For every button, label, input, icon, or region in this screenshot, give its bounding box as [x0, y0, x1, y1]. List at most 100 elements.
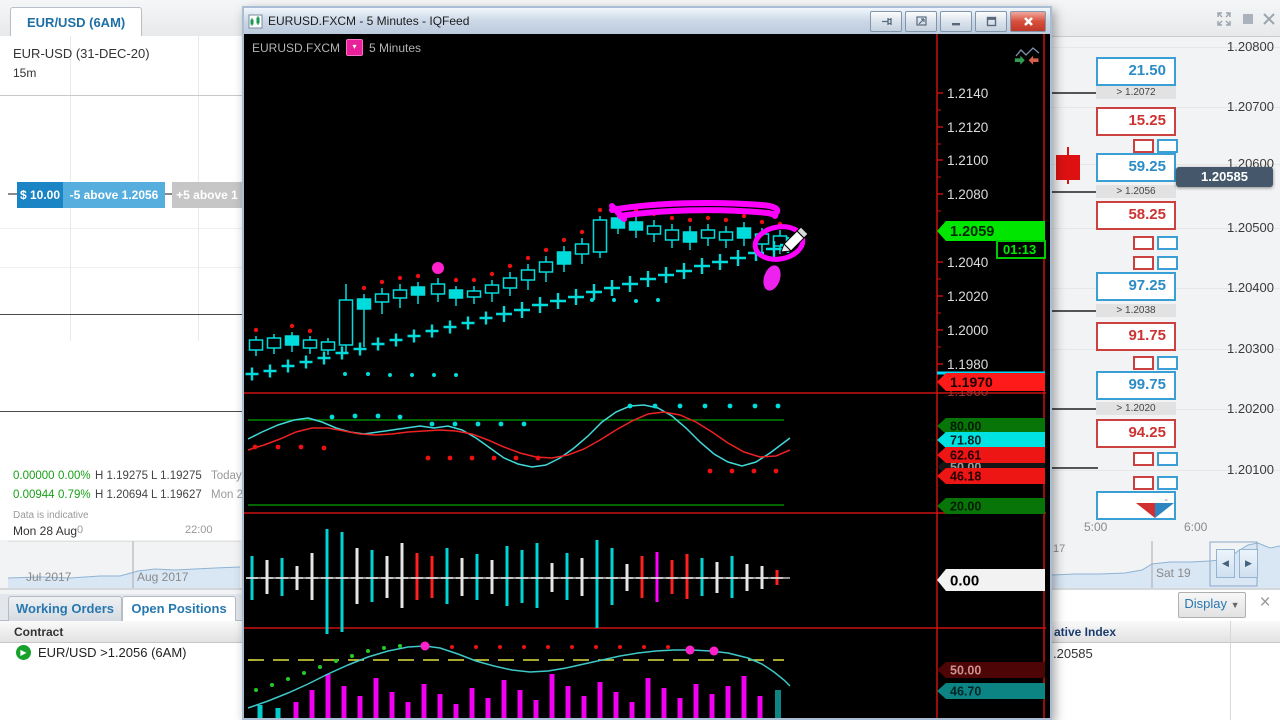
sell-signal-dot — [543, 247, 549, 253]
stoch-dot — [751, 468, 757, 474]
expand-icon[interactable] — [1216, 11, 1232, 27]
order-direction-arrow-icon — [1136, 503, 1174, 518]
stake-button[interactable]: $ 10.00 — [17, 182, 63, 208]
ladder-mini-buy-box[interactable] — [1157, 139, 1178, 153]
stat-value: Mon 28 — [211, 489, 250, 501]
red-dot — [474, 645, 478, 649]
strike-line — [1052, 467, 1098, 469]
strike-line — [0, 314, 242, 315]
price-tag — [937, 569, 1045, 591]
tab-open-positions[interactable]: Open Positions — [122, 596, 236, 622]
candle-body — [664, 229, 680, 241]
stoch-dot — [252, 444, 258, 450]
popout-button[interactable] — [905, 10, 937, 32]
ladder-mini-buy-box[interactable] — [1157, 476, 1178, 490]
price-tag — [937, 498, 1045, 514]
candle-body — [592, 219, 608, 253]
panel-close-icon[interactable]: × — [1259, 592, 1271, 613]
stat-value: 0.79% — [58, 489, 91, 501]
buy-button[interactable]: +5 above 1 — [172, 182, 242, 208]
indicator-dot — [656, 298, 660, 302]
ladder-mini-sell-box[interactable] — [1133, 139, 1154, 153]
left-navigator-chart[interactable]: Jul 2017 Aug 2017 — [0, 541, 242, 588]
interval-dropdown-icon[interactable]: ▾ — [346, 39, 364, 56]
nav-scroll-left-button[interactable]: ◀ — [1216, 549, 1235, 578]
stoch-dot — [652, 403, 658, 409]
countdown-box — [996, 240, 1046, 259]
sell-signal-dot — [253, 327, 259, 333]
ladder-mini-buy-box[interactable] — [1157, 452, 1178, 466]
ladder-sell-box[interactable]: 58.25 — [1096, 201, 1176, 230]
indicator-dot — [432, 373, 436, 377]
sell-signal-dot — [705, 215, 711, 221]
panel-icon[interactable] — [1240, 11, 1256, 27]
play-icon[interactable]: ▶ — [16, 645, 31, 660]
sell-signal-dot — [415, 273, 421, 279]
ladder-mini-buy-box[interactable] — [1157, 356, 1178, 370]
price-tag-label: 46.70 — [950, 685, 981, 699]
price-axis-label: 1.2100 — [947, 153, 988, 168]
ladder-sell-box[interactable]: 15.25 — [1096, 107, 1176, 136]
instrument-tab[interactable]: EUR/USD (6AM) — [10, 7, 143, 38]
candle-body — [538, 261, 554, 273]
ladder-mini-sell-box[interactable] — [1133, 236, 1154, 250]
position-row[interactable]: ▶ EUR/USD >1.2056 (6AM) — [0, 643, 242, 663]
red-dot — [666, 645, 670, 649]
candle-body — [718, 231, 734, 241]
plus-marker — [496, 306, 512, 322]
plus-marker — [371, 337, 385, 351]
chart-symbol-row: EURUSD.FXCM ▾ 5 Minutes — [252, 39, 421, 56]
autoscroll-icon[interactable] — [1014, 46, 1040, 68]
ladder-buy-box[interactable]: 99.75 — [1096, 371, 1176, 400]
ladder-mini-sell-box[interactable] — [1133, 256, 1154, 270]
plus-marker — [766, 241, 782, 257]
sell-signal-dot — [525, 255, 531, 261]
price-tooltip: 1.20585 — [1176, 167, 1273, 187]
divider — [0, 95, 242, 96]
index-column-header: ative Index — [1050, 621, 1280, 643]
ladder-buy-box[interactable]: 97.25 — [1096, 272, 1176, 301]
magenta-signal-dot — [709, 646, 719, 656]
axis-date-label: Mon 28 Aug — [13, 524, 78, 538]
display-dropdown[interactable]: Display ▼ — [1178, 592, 1246, 618]
close-window-button[interactable] — [1010, 10, 1046, 32]
red-dot — [450, 645, 454, 649]
plus-marker — [443, 320, 457, 334]
minimize-button[interactable] — [940, 10, 972, 32]
ladder-buy-box[interactable]: 21.50 — [1096, 57, 1176, 86]
candle-body — [646, 225, 662, 235]
stat-value: 0.00944 — [13, 489, 55, 501]
ladder-mini-buy-box[interactable] — [1157, 236, 1178, 250]
strike-line — [1052, 92, 1098, 94]
ladder-buy-box[interactable]: 59.25 — [1096, 153, 1176, 182]
chart-window-titlebar[interactable]: EURUSD.FXCM - 5 Minutes - IQFeed — [244, 8, 1050, 34]
price-chart[interactable]: 1.2140 1.2120 1.2100 1.2080 1.2040 1.2020 1.20… — [244, 34, 1050, 718]
sell-button[interactable]: -5 above 1.2056 — [63, 182, 165, 208]
contract-title: EUR-USD (31-DEC-20) — [13, 46, 150, 61]
pin-button[interactable] — [870, 10, 902, 32]
price-tag-label: 1.1970 — [950, 374, 993, 390]
price-axis-label: 1.2140 — [947, 86, 988, 101]
chart-canvas-area[interactable]: EURUSD.FXCM ▾ 5 Minutes 1.2140 1.2120 1.21… — [244, 34, 1050, 718]
ladder-sell-box[interactable]: 91.75 — [1096, 322, 1176, 351]
ladder-mini-sell-box[interactable] — [1133, 476, 1154, 490]
ladder-mini-buy-box[interactable] — [1157, 256, 1178, 270]
ladder-mini-sell-box[interactable] — [1133, 452, 1154, 466]
price-axis-label: 1.2080 — [947, 187, 988, 202]
nav-scroll-right-button[interactable]: ▶ — [1239, 549, 1258, 578]
maximize-button[interactable] — [975, 10, 1007, 32]
indicator-dot — [366, 372, 370, 376]
ladder-hover-box[interactable]: - — [1096, 491, 1176, 520]
plus-marker — [532, 297, 548, 313]
tab-working-orders[interactable]: Working Orders — [8, 596, 122, 622]
indicator-dot — [410, 373, 414, 377]
axis-zero-label: 0 — [77, 524, 84, 536]
stoch-dot — [729, 468, 735, 474]
green-dot — [382, 646, 386, 650]
ladder-mini-sell-box[interactable] — [1133, 356, 1154, 370]
price-tag — [937, 418, 1045, 434]
stoch-dot — [275, 444, 281, 450]
ladder-sell-box[interactable]: 94.25 — [1096, 419, 1176, 448]
plus-marker — [568, 289, 584, 305]
close-icon[interactable] — [1261, 11, 1277, 27]
